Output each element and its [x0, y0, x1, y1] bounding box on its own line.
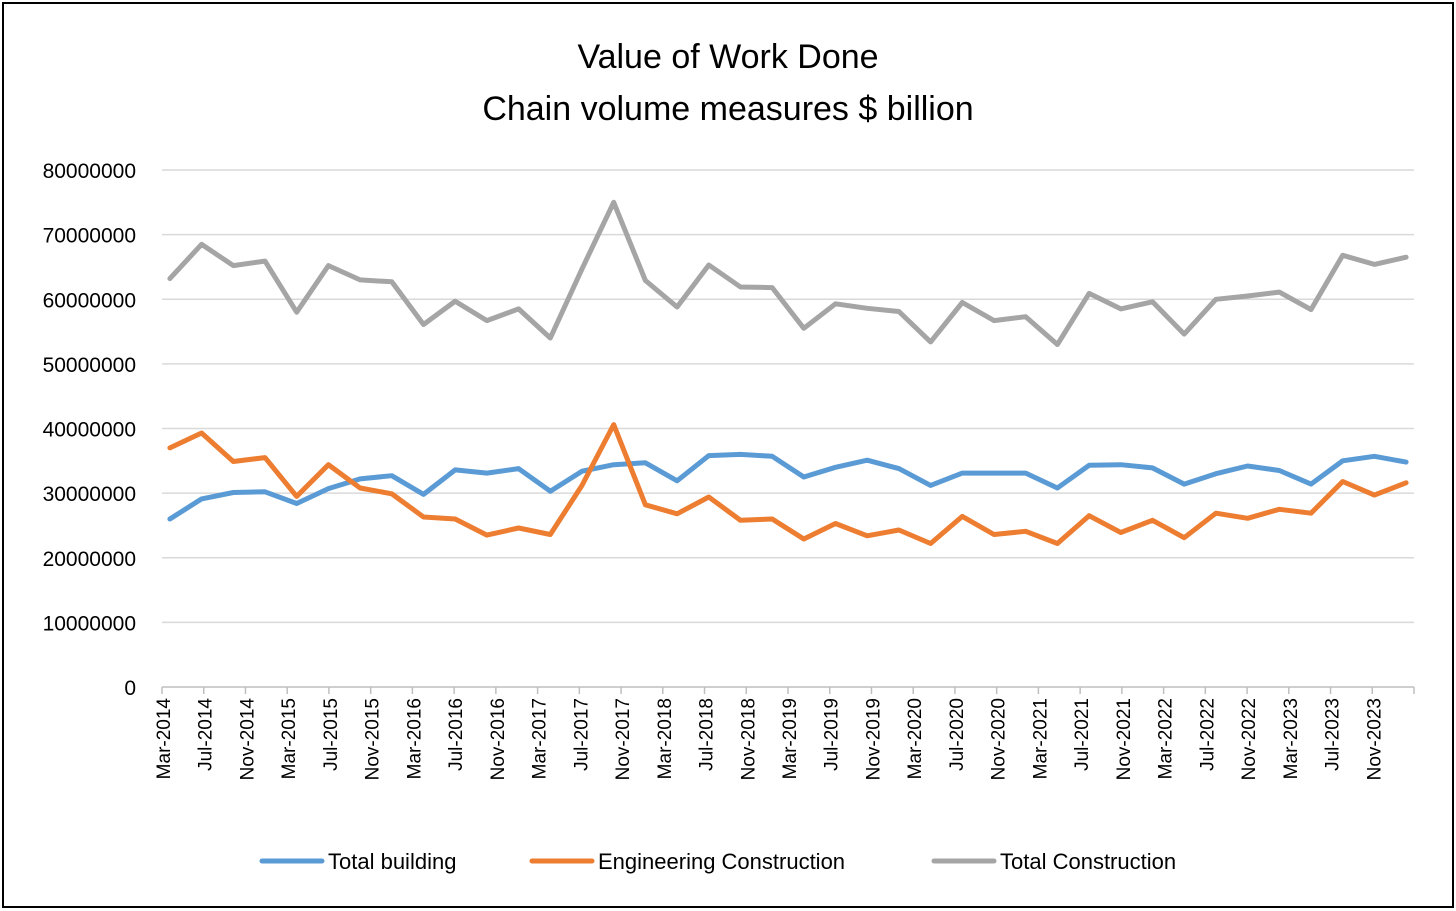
x-tick-label: Nov-2016	[488, 698, 509, 780]
y-tick-label: 0	[124, 677, 136, 700]
y-tick-label: 40000000	[43, 419, 136, 442]
legend-label-total-building: Total building	[328, 849, 456, 874]
x-tick-label: Nov-2018	[738, 698, 759, 780]
series-line-engineering-construction	[167, 422, 1409, 546]
legend-label-engineering-construction: Engineering Construction	[598, 849, 845, 874]
x-tick-label: Mar-2014	[154, 698, 175, 780]
x-tick-label: Mar-2017	[530, 698, 551, 779]
x-tick-label: Mar-2023	[1281, 698, 1302, 779]
legend-label-total-construction: Total Construction	[1000, 849, 1176, 874]
x-tick-label: Jul-2021	[1072, 698, 1093, 771]
x-tick-label: Mar-2019	[780, 698, 801, 779]
x-tick-label: Jul-2022	[1197, 698, 1218, 771]
x-tick-label: Mar-2022	[1156, 698, 1177, 779]
x-tick-label: Mar-2016	[404, 698, 425, 779]
x-tick-label: Mar-2020	[905, 698, 926, 779]
x-tick-label: Nov-2022	[1239, 698, 1260, 780]
x-tick-label: Mar-2018	[655, 698, 676, 779]
y-tick-label: 10000000	[43, 612, 136, 635]
y-axis: 0 10000000 20000000 30000000 40000000 5000000…	[43, 160, 136, 700]
x-tick-label: Nov-2021	[1114, 698, 1135, 780]
x-tick-label: Jul-2016	[446, 698, 467, 771]
line-chart: Value of Work Done Chain volume measures…	[43, 38, 1415, 874]
x-tick-label: Nov-2019	[863, 698, 884, 780]
series-line-total-building	[167, 451, 1409, 522]
x-tick-label: Jul-2023	[1323, 698, 1344, 771]
gridlines	[162, 169, 1414, 624]
x-axis: Mar-2014 Jul-2014 Nov-2014 Mar-2015 Jul-2015…	[154, 686, 1415, 781]
x-tick-label: Mar-2015	[279, 698, 300, 779]
y-tick-label: 80000000	[43, 160, 136, 183]
x-tick-label: Nov-2017	[613, 698, 634, 780]
y-tick-label: 60000000	[43, 289, 136, 312]
chart-title: Value of Work Done	[577, 38, 878, 76]
x-tick-label: Jul-2019	[822, 698, 843, 771]
x-tick-label: Jul-2014	[196, 698, 217, 771]
x-tick-label: Nov-2023	[1364, 698, 1385, 780]
x-tick-label: Nov-2014	[237, 698, 258, 781]
series-lines	[167, 199, 1409, 546]
y-tick-label: 30000000	[43, 483, 136, 506]
x-tick-label: Jul-2020	[947, 698, 968, 771]
y-tick-label: 70000000	[43, 225, 136, 248]
legend: Total building Engineering Construction To…	[259, 849, 1176, 874]
x-tick-label: Nov-2015	[363, 698, 384, 780]
y-tick-label: 20000000	[43, 548, 136, 571]
x-tick-label: Jul-2015	[321, 698, 342, 771]
x-tick-label: Nov-2020	[989, 698, 1010, 780]
y-tick-label: 50000000	[43, 354, 136, 377]
x-tick-label: Jul-2018	[697, 698, 718, 771]
x-tick-label: Jul-2017	[571, 698, 592, 771]
series-line-total-construction	[167, 199, 1409, 347]
chart-subtitle: Chain volume measures $ billion	[482, 90, 973, 128]
x-tick-label: Mar-2021	[1030, 698, 1051, 779]
